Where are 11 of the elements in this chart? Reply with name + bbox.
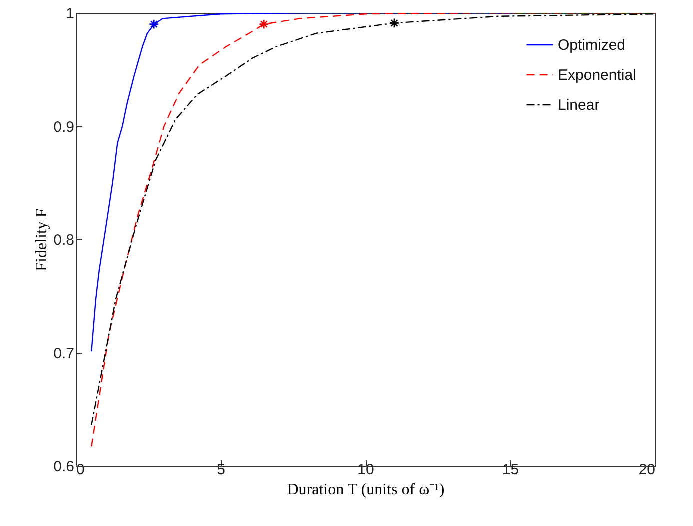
legend-label: Linear (558, 97, 600, 114)
line-series (91, 13, 511, 352)
legend-label: Optimized (558, 37, 626, 54)
y-tick-label: 1 (66, 6, 74, 22)
y-tick-label: 0.9 (54, 118, 74, 136)
y-axis-title: Fidelity F (34, 208, 51, 272)
y-tick-label: 0.8 (54, 232, 74, 249)
x-axis-title: Duration T (units of ω⁻¹) (287, 482, 445, 498)
legend-label: Exponential (558, 67, 636, 84)
y-tick-label: 0.7 (54, 345, 74, 362)
y-tick-label: 0.6 (54, 458, 74, 476)
